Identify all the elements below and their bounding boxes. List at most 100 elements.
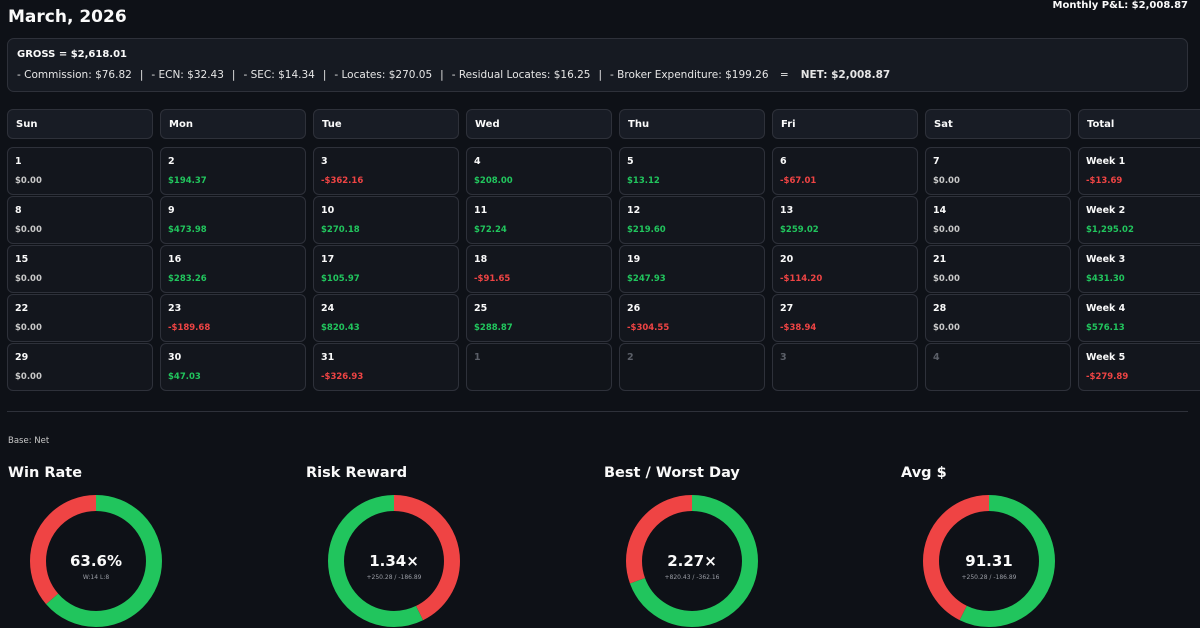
day-amount: $820.43 <box>321 323 360 333</box>
week-label: Week 5 <box>1086 352 1126 363</box>
day-amount: $194.37 <box>168 176 207 186</box>
day-cell: 8 $0.00 <box>7 196 153 244</box>
day-cell: 1 $0.00 <box>7 147 153 195</box>
day-number: 28 <box>933 303 947 314</box>
day-cell: 5 $13.12 <box>619 147 765 195</box>
day-amount: $13.12 <box>627 176 660 186</box>
donut-segment-b <box>30 495 162 627</box>
day-cell: 13 $259.02 <box>772 196 918 244</box>
best-worst-donut: 2.27× +820.43 / -362.16 <box>626 495 758 627</box>
header-tue: Tue <box>313 109 459 139</box>
day-cell: 4 <box>925 343 1071 391</box>
header-sun: Sun <box>7 109 153 139</box>
header-sat: Sat <box>925 109 1071 139</box>
day-number: 18 <box>474 254 488 265</box>
day-amount: $208.00 <box>474 176 513 186</box>
separator: | <box>598 69 603 81</box>
day-number: 22 <box>15 303 29 314</box>
header-wed: Wed <box>466 109 612 139</box>
donut-subtext: +250.28 / -186.89 <box>366 574 421 581</box>
day-number: 9 <box>168 205 175 216</box>
header-total: Total <box>1078 109 1200 139</box>
day-number: 16 <box>168 254 182 265</box>
day-cell: 26 -$304.55 <box>619 294 765 342</box>
day-number: 24 <box>321 303 335 314</box>
day-number: 12 <box>627 205 641 216</box>
day-cell: 23 -$189.68 <box>160 294 306 342</box>
day-number: 14 <box>933 205 947 216</box>
day-number: 3 <box>321 156 328 167</box>
equals-sign: = <box>779 69 789 81</box>
day-cell: 25 $288.87 <box>466 294 612 342</box>
day-cell: 30 $47.03 <box>160 343 306 391</box>
day-amount: $283.26 <box>168 274 207 284</box>
separator: | <box>139 69 144 81</box>
day-number: 23 <box>168 303 182 314</box>
divider <box>7 411 1188 412</box>
separator: | <box>231 69 236 81</box>
donut-value: 91.31 <box>965 552 1012 570</box>
week-amount: $431.30 <box>1086 274 1125 284</box>
day-cell: 20 -$114.20 <box>772 245 918 293</box>
week-amount: -$279.89 <box>1086 372 1129 382</box>
metric-title: Risk Reward <box>306 465 408 481</box>
day-number: 13 <box>780 205 794 216</box>
day-number: 21 <box>933 254 947 265</box>
donut-subtext: W:14 L:8 <box>83 574 110 581</box>
day-cell: 7 $0.00 <box>925 147 1071 195</box>
day-amount: $0.00 <box>933 225 960 235</box>
day-number: 6 <box>780 156 787 167</box>
day-cell: 2 <box>619 343 765 391</box>
day-amount: -$362.16 <box>321 176 364 186</box>
day-amount: $473.98 <box>168 225 207 235</box>
donut-segment-b <box>626 495 758 627</box>
donut-value: 63.6% <box>70 552 122 570</box>
day-number: 2 <box>168 156 175 167</box>
day-number: 4 <box>933 352 940 363</box>
week-label: Week 2 <box>1086 205 1126 216</box>
day-cell: 24 $820.43 <box>313 294 459 342</box>
day-cell: 10 $270.18 <box>313 196 459 244</box>
header-mon: Mon <box>160 109 306 139</box>
week-label: Week 4 <box>1086 303 1126 314</box>
base-label: Base: Net <box>8 436 50 446</box>
day-cell: 28 $0.00 <box>925 294 1071 342</box>
day-cell: 31 -$326.93 <box>313 343 459 391</box>
day-amount: $47.03 <box>168 372 201 382</box>
ecn-fee: - ECN: $32.43 <box>151 69 224 81</box>
week-amount: -$13.69 <box>1086 176 1123 186</box>
day-cell: 2 $194.37 <box>160 147 306 195</box>
pnl-summary-panel: GROSS = $2,618.01 - Commission: $76.82 | -… <box>7 38 1188 92</box>
metric-risk-reward: Risk Reward 1.34× +250.28 / -186.89 <box>306 463 506 628</box>
day-number: 11 <box>474 205 488 216</box>
week-label: Week 3 <box>1086 254 1126 265</box>
donut-segment-b <box>328 495 460 627</box>
day-amount: $219.60 <box>627 225 666 235</box>
day-number: 3 <box>780 352 787 363</box>
week-total-cell: Week 4 $576.13 <box>1078 294 1200 342</box>
day-amount: $0.00 <box>933 323 960 333</box>
day-number: 10 <box>321 205 335 216</box>
day-number: 15 <box>15 254 29 265</box>
day-number: 1 <box>474 352 481 363</box>
deductions-line: - Commission: $76.82 | - ECN: $32.43 | - SEC… <box>17 69 1178 81</box>
day-cell: 17 $105.97 <box>313 245 459 293</box>
win-rate-donut: 63.6% W:14 L:8 <box>30 495 162 627</box>
day-number: 5 <box>627 156 634 167</box>
net-total: NET: $2,008.87 <box>800 69 891 81</box>
monthly-pnl: Monthly P&L: $2,008.87 <box>1052 0 1188 11</box>
day-cell: 12 $219.60 <box>619 196 765 244</box>
day-number: 20 <box>780 254 794 265</box>
day-number: 30 <box>168 352 182 363</box>
day-cell: 21 $0.00 <box>925 245 1071 293</box>
day-amount: $288.87 <box>474 323 513 333</box>
donut-subtext: +820.43 / -362.16 <box>664 574 719 581</box>
day-amount: -$67.01 <box>780 176 817 186</box>
day-cell: 22 $0.00 <box>7 294 153 342</box>
day-number: 29 <box>15 352 29 363</box>
donut-subtext: +250.28 / -186.89 <box>961 574 1016 581</box>
day-amount: $0.00 <box>15 176 42 186</box>
risk-reward-donut: 1.34× +250.28 / -186.89 <box>328 495 460 627</box>
day-number: 1 <box>15 156 22 167</box>
day-number: 8 <box>15 205 22 216</box>
